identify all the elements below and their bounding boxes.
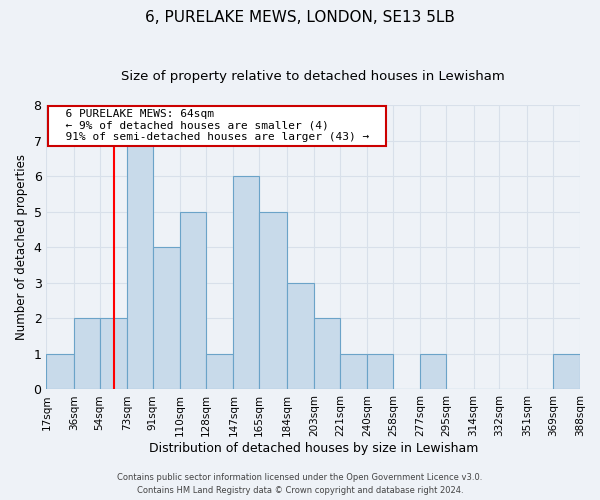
Bar	[314, 318, 340, 390]
Bar	[153, 247, 180, 390]
Bar	[180, 212, 206, 390]
Bar	[46, 354, 74, 390]
Bar	[340, 354, 367, 390]
Bar	[127, 140, 153, 390]
Text: 6 PURELAKE MEWS: 64sqm  
  ← 9% of detached houses are smaller (4)  
  91% of se: 6 PURELAKE MEWS: 64sqm ← 9% of detached …	[52, 110, 383, 142]
Bar	[259, 212, 287, 390]
Bar	[367, 354, 393, 390]
Text: 6, PURELAKE MEWS, LONDON, SE13 5LB: 6, PURELAKE MEWS, LONDON, SE13 5LB	[145, 10, 455, 25]
Y-axis label: Number of detached properties: Number of detached properties	[15, 154, 28, 340]
Text: Contains HM Land Registry data © Crown copyright and database right 2024.: Contains HM Land Registry data © Crown c…	[137, 486, 463, 495]
Bar	[233, 176, 259, 390]
Bar	[100, 318, 127, 390]
X-axis label: Distribution of detached houses by size in Lewisham: Distribution of detached houses by size …	[149, 442, 478, 455]
Bar	[421, 354, 446, 390]
Bar	[553, 354, 580, 390]
Bar	[206, 354, 233, 390]
Title: Size of property relative to detached houses in Lewisham: Size of property relative to detached ho…	[121, 70, 505, 83]
Bar	[287, 283, 314, 390]
Text: Contains public sector information licensed under the Open Government Licence v3: Contains public sector information licen…	[118, 474, 482, 482]
Bar	[74, 318, 100, 390]
